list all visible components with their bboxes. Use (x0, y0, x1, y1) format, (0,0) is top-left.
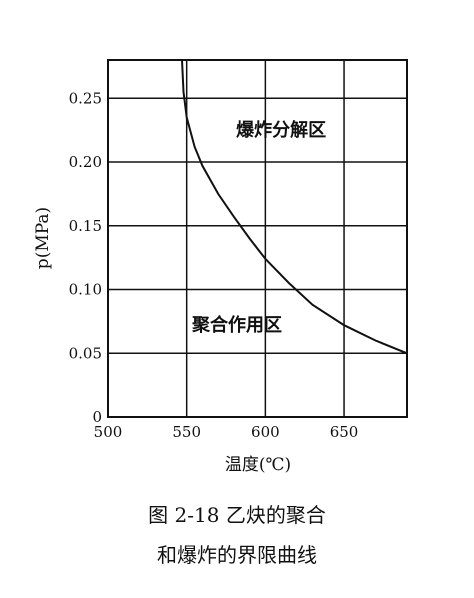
x-axis-label: 温度(℃) (225, 455, 291, 475)
y-tick-label: 0 (92, 408, 102, 426)
limit-curve (181, 59, 408, 355)
figure-caption-line2: 和爆炸的界限曲线 (157, 543, 317, 567)
x-tick-label: 550 (172, 423, 201, 441)
x-tick-label: 600 (251, 423, 280, 441)
annotation-explosion-region: 爆炸分解区 (236, 119, 326, 141)
y-tick-label: 0.15 (69, 217, 102, 235)
y-tick-label: 0.25 (69, 89, 102, 107)
y-tick-label: 0.20 (69, 153, 102, 171)
x-tick-label: 500 (94, 423, 123, 441)
y-axis-label: p(MPa) (33, 207, 53, 269)
x-tick-label: 650 (330, 423, 359, 441)
figure-caption-line1: 图 2-18 乙炔的聚合 (148, 503, 326, 527)
y-tick-label: 0.05 (69, 344, 102, 362)
y-tick-labels: 0 0.05 0.10 0.15 0.20 0.25 (69, 89, 102, 426)
grid-lines (108, 60, 407, 417)
x-tick-labels: 500 550 600 650 (94, 423, 359, 441)
annotation-polymerization-region: 聚合作用区 (191, 314, 282, 336)
y-tick-label: 0.10 (69, 281, 102, 299)
plot-frame (107, 59, 408, 418)
